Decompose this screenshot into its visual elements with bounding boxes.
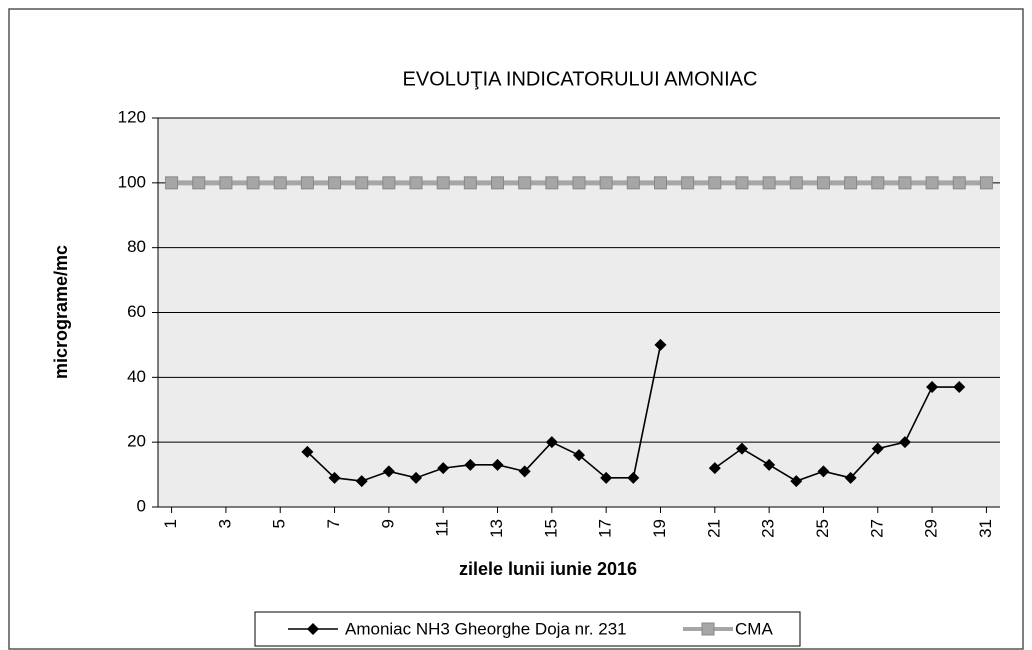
point — [952, 176, 966, 190]
y-tick-label: 60 — [127, 302, 146, 321]
x-tick-label: 7 — [324, 519, 343, 528]
x-tick-label: 5 — [270, 519, 289, 528]
point — [436, 176, 450, 190]
point — [355, 475, 368, 488]
point — [518, 176, 532, 190]
point — [165, 176, 179, 190]
x-tick-label: 3 — [215, 519, 234, 528]
y-tick-label: 120 — [118, 107, 146, 126]
point — [573, 449, 585, 462]
legend-label: Amoniac NH3 Gheorghe Doja nr. 231 — [345, 619, 627, 638]
legend-marker — [701, 622, 715, 636]
point — [763, 458, 776, 471]
point — [300, 176, 314, 190]
point — [953, 381, 966, 394]
point — [437, 462, 450, 475]
point — [898, 436, 911, 449]
x-axis-label: zilele lunii iunie 2016 — [459, 559, 637, 579]
series-line — [306, 344, 960, 482]
x-tick-label: 17 — [596, 519, 615, 538]
point — [626, 176, 640, 190]
point — [708, 176, 722, 190]
x-tick-label: 13 — [487, 519, 506, 538]
point — [735, 442, 748, 455]
y-tick-label: 100 — [118, 172, 146, 191]
point — [871, 176, 885, 190]
point — [816, 176, 830, 190]
y-axis-label: micrograme/mc — [51, 245, 71, 379]
y-tick-label: 0 — [137, 496, 146, 515]
x-tick-label: 31 — [976, 519, 995, 538]
point — [491, 176, 505, 190]
point — [545, 436, 558, 449]
point — [926, 381, 939, 394]
x-tick-label: 27 — [867, 519, 886, 538]
point — [817, 465, 830, 478]
point — [409, 176, 423, 190]
point — [844, 176, 858, 190]
x-tick-label: 1 — [161, 519, 180, 528]
point — [464, 458, 477, 471]
x-tick-label: 25 — [813, 519, 832, 538]
point — [491, 458, 504, 471]
x-tick-label: 23 — [759, 519, 778, 538]
point — [979, 176, 993, 190]
x-tick-label: 11 — [433, 519, 452, 537]
point — [192, 176, 206, 190]
point — [545, 176, 559, 190]
x-tick-label: 21 — [704, 519, 723, 538]
point — [600, 471, 613, 484]
point — [301, 445, 314, 458]
x-tick-label: 29 — [922, 519, 941, 538]
point — [844, 471, 857, 484]
legend-marker — [307, 623, 319, 635]
point — [246, 176, 260, 190]
point — [871, 442, 884, 455]
point — [735, 176, 749, 190]
point — [328, 471, 341, 484]
point — [382, 176, 396, 190]
x-tick-label: 19 — [650, 519, 669, 538]
point — [219, 176, 233, 190]
point — [599, 176, 613, 190]
point — [382, 465, 395, 478]
point — [654, 338, 667, 351]
chart-title: EVOLUŢIA INDICATORULUI AMONIAC — [403, 68, 758, 90]
point — [653, 176, 667, 190]
point — [925, 176, 939, 190]
point — [410, 471, 423, 484]
point — [627, 471, 640, 484]
point — [681, 176, 695, 190]
point — [898, 176, 912, 190]
point — [790, 475, 803, 488]
x-tick-label: 9 — [378, 519, 397, 528]
y-tick-label: 20 — [127, 432, 146, 451]
y-tick-label: 40 — [127, 367, 146, 386]
legend-label: CMA — [735, 619, 773, 638]
point — [762, 176, 776, 190]
x-tick-label: 15 — [541, 519, 560, 538]
point — [328, 176, 342, 190]
point — [355, 176, 369, 190]
point — [708, 462, 721, 475]
point — [518, 465, 531, 478]
point — [273, 176, 287, 190]
point — [463, 176, 477, 190]
point — [789, 176, 803, 190]
point — [572, 176, 586, 190]
y-tick-label: 80 — [127, 237, 146, 256]
